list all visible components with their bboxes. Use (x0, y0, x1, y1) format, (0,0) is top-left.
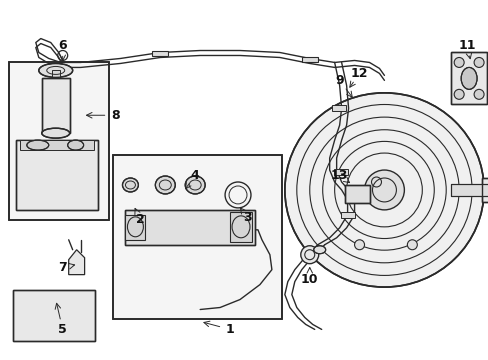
Bar (333, 169, 347, 175)
Bar (331, 105, 345, 111)
Bar (481, 178, 488, 202)
Ellipse shape (313, 246, 325, 254)
Ellipse shape (185, 176, 205, 194)
Ellipse shape (285, 93, 483, 287)
Circle shape (473, 58, 483, 67)
Polygon shape (68, 250, 84, 275)
Bar (41, 78, 69, 133)
Ellipse shape (155, 176, 175, 194)
Text: 8: 8 (111, 109, 120, 122)
Bar (13, 289, 94, 341)
Bar (301, 58, 317, 62)
Bar (13, 289, 94, 341)
Circle shape (473, 89, 483, 99)
Text: 10: 10 (301, 273, 318, 286)
Bar (112, 155, 281, 319)
Text: 12: 12 (350, 67, 367, 80)
Text: 4: 4 (190, 168, 199, 181)
Bar (450, 184, 488, 196)
Bar (16, 140, 98, 210)
Bar (16, 140, 98, 210)
Circle shape (453, 89, 463, 99)
Circle shape (453, 58, 463, 67)
Bar (9, 62, 108, 220)
Bar (125, 210, 254, 245)
Text: 9: 9 (335, 74, 343, 87)
Text: 6: 6 (58, 39, 67, 52)
Bar (20, 140, 93, 150)
Bar (450, 53, 486, 104)
Text: 11: 11 (457, 39, 475, 52)
Text: 2: 2 (136, 213, 144, 226)
Bar (112, 155, 281, 319)
Text: 13: 13 (330, 168, 347, 181)
Ellipse shape (39, 63, 73, 77)
Circle shape (364, 170, 404, 210)
Bar (450, 53, 486, 104)
Circle shape (354, 240, 364, 250)
Bar (229, 212, 251, 242)
Bar (152, 51, 168, 57)
Circle shape (300, 246, 318, 264)
Ellipse shape (67, 140, 83, 150)
Ellipse shape (41, 128, 69, 138)
Ellipse shape (27, 140, 49, 150)
Bar (125, 215, 145, 240)
Bar (481, 178, 488, 202)
Bar (52, 71, 60, 78)
Bar (9, 62, 108, 220)
Text: 7: 7 (58, 261, 67, 274)
Text: 3: 3 (243, 211, 252, 224)
Ellipse shape (122, 178, 138, 192)
Bar (41, 78, 69, 133)
Text: 1: 1 (225, 323, 234, 336)
Ellipse shape (460, 67, 476, 89)
Bar (450, 184, 488, 196)
Bar (340, 212, 354, 218)
Polygon shape (125, 179, 135, 191)
Circle shape (407, 240, 416, 250)
Bar (344, 185, 369, 203)
Bar (344, 185, 369, 203)
Bar (125, 210, 254, 245)
Text: 5: 5 (58, 323, 67, 336)
